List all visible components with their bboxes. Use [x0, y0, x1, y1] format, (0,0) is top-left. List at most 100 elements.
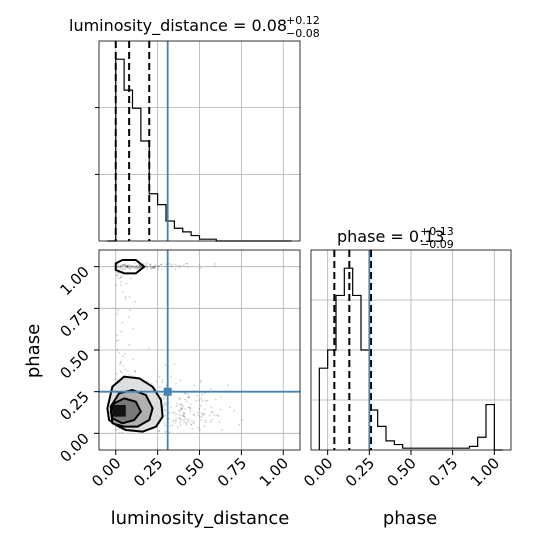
joint-scatter-point [128, 343, 131, 346]
joint-scatter-point [161, 381, 164, 384]
joint-scatter-point [162, 394, 165, 397]
joint-truth-marker [163, 387, 172, 396]
joint-scatter-point [184, 416, 186, 419]
joint-scatter-point [188, 418, 190, 421]
joint-scatter-point [119, 370, 122, 373]
joint-scatter-point [117, 277, 120, 280]
joint-scatter-point [174, 268, 177, 271]
joint-scatter-point [182, 411, 185, 414]
joint-scatter-point [192, 421, 195, 423]
joint-scatter-point [153, 265, 156, 268]
joint-scatter-point [187, 396, 190, 399]
joint-scatter-point [210, 418, 213, 421]
joint-scatter-point [206, 399, 209, 402]
joint-scatter-point [180, 408, 183, 411]
joint-scatter-point [211, 411, 214, 414]
joint-scatter-point [178, 410, 181, 412]
joint-scatter-point [187, 266, 190, 269]
joint-scatter-point [169, 262, 171, 265]
joint-scatter-point [200, 379, 203, 382]
joint-scatter-point [132, 358, 134, 361]
joint-scatter-point [119, 264, 122, 267]
joint-contour-3 [114, 259, 146, 275]
joint-scatter-point [158, 375, 161, 378]
joint-scatter-point [192, 414, 195, 417]
joint-scatter-point [124, 368, 127, 371]
joint-scatter-point [119, 362, 122, 364]
joint-scatter-point [124, 266, 127, 269]
joint-scatter-point [189, 408, 192, 411]
joint-scatter-point [170, 376, 172, 378]
joint-scatter-point [196, 411, 199, 414]
joint-scatter-point [120, 275, 123, 277]
joint-scatter-point [197, 426, 200, 429]
phase-xtick-label-1: 0.25 [342, 454, 378, 490]
joint-scatter-point [164, 396, 166, 399]
joint-scatter-point [180, 414, 183, 417]
joint-scatter-point [124, 263, 127, 266]
joint-scatter-point [164, 424, 166, 427]
joint-scatter-point [117, 272, 120, 274]
joint-scatter-point [182, 405, 185, 408]
joint-scatter-point [203, 408, 206, 410]
joint-scatter-point [186, 393, 189, 395]
joint-scatter-point [183, 420, 186, 423]
joint-scatter-point [173, 421, 176, 424]
joint-scatter-point [129, 266, 132, 268]
joint-scatter-point [116, 334, 119, 337]
joint-scatter-point [189, 423, 192, 426]
joint-scatter-point [125, 265, 128, 268]
joint-scatter-point [162, 396, 164, 399]
joint-scatter-point [158, 429, 161, 432]
joint-scatter-point [217, 415, 220, 417]
joint-scatter-point [161, 379, 164, 381]
joint-scatter-point [181, 403, 183, 406]
joint-scatter-point [129, 308, 131, 311]
joint-scatter-point [171, 411, 174, 414]
joint-ytick-label-4: 1.00 [56, 263, 92, 299]
joint-scatter-point [137, 266, 140, 268]
joint-scatter-point [118, 351, 121, 354]
joint-scatter-point [168, 431, 171, 434]
joint-scatter-point [155, 380, 158, 383]
joint-ytick-label-1: 0.25 [56, 388, 92, 424]
joint-scatter-point [179, 424, 182, 427]
joint-scatter-point [133, 266, 135, 269]
joint-scatter-point [178, 413, 180, 416]
joint-scatter-point [198, 407, 200, 410]
joint-scatter-point [130, 266, 133, 269]
joint-scatter-point [131, 265, 134, 268]
joint-scatter-point [135, 264, 138, 267]
joint-scatter-point [136, 267, 139, 270]
joint-scatter-point [120, 360, 123, 363]
joint-scatter-point [193, 413, 195, 416]
joint-scatter-point [204, 419, 207, 422]
joint-scatter-point [184, 398, 187, 401]
joint-scatter-point [152, 267, 155, 270]
joint-scatter-point [184, 392, 187, 395]
joint-scatter-point [123, 352, 126, 355]
joint-scatter-point [220, 429, 223, 431]
joint-density-peak [112, 405, 126, 417]
joint-scatter-point [199, 429, 201, 432]
joint-scatter-point [158, 386, 161, 388]
phase-xtick-label-3: 0.75 [425, 454, 461, 490]
joint-scatter-point [208, 414, 211, 417]
joint-scatter-point [189, 403, 192, 405]
joint-scatter-point [202, 412, 205, 415]
joint-scatter-point [173, 419, 176, 422]
joint-scatter-point [182, 413, 185, 416]
joint-scatter-point [191, 427, 194, 430]
joint-scatter-point [179, 418, 182, 421]
joint-scatter-point [160, 268, 163, 271]
joint-scatter-point [199, 415, 202, 418]
joint-scatter-point [154, 267, 156, 270]
joint-scatter-point [190, 419, 193, 422]
joint-scatter-point [203, 425, 206, 428]
joint-scatter-point [149, 263, 152, 266]
joint-scatter-point [152, 266, 155, 269]
joint-scatter-point [200, 412, 203, 414]
joint-scatter-point [203, 413, 206, 416]
joint-scatter-point [196, 394, 199, 397]
joint-scatter-point [121, 431, 124, 434]
